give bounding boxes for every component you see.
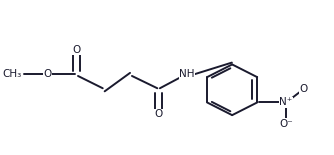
- Text: N⁺: N⁺: [280, 97, 293, 107]
- Text: CH₃: CH₃: [3, 69, 22, 79]
- Text: O⁻: O⁻: [279, 119, 293, 129]
- Text: O: O: [43, 69, 52, 79]
- Text: O: O: [300, 84, 308, 94]
- Text: O: O: [72, 45, 80, 55]
- Text: NH: NH: [179, 69, 195, 79]
- Text: O: O: [154, 109, 162, 119]
